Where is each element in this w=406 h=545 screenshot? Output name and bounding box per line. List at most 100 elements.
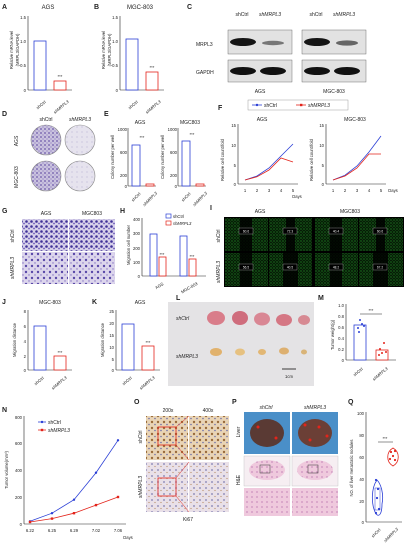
- panel-g-row-kd: shMRPL3: [10, 257, 16, 279]
- panel-e-ytick: 200: [120, 173, 128, 178]
- panel-m-letter: M: [318, 295, 324, 302]
- tumor-ctrl: [232, 311, 248, 325]
- panel-e-bar-ags-kd: [145, 183, 155, 187]
- panel-e-ytick: 0: [175, 184, 178, 189]
- panel-e-ytick: 600: [170, 150, 178, 155]
- panel-j-title: MGC-803: [39, 300, 61, 306]
- panel-h-xlabel: AGS: [154, 281, 164, 290]
- blot-row-mrpl3: MRPL3: [196, 42, 213, 48]
- panel-h-xlabel: MGC-803: [180, 281, 199, 295]
- panel-e-ytick: 600: [120, 150, 128, 155]
- panel-j-ytick: 0: [24, 368, 27, 373]
- panel-k-letter: K: [92, 299, 97, 306]
- panel-b-letter: B: [94, 4, 99, 11]
- panel-e-bar-mgc-ctrl: [181, 140, 191, 187]
- panel-f-xtick: 1: [332, 188, 335, 193]
- blot-band: [260, 67, 286, 75]
- panel-c: C shCtrl shMRPL3 shCtrl shMRPL3 MRPL3 GA…: [187, 4, 367, 95]
- panel-e: E AGS MGC803 Colony number per well Colo…: [104, 111, 209, 207]
- blot-col-ctrl: shCtrl: [309, 12, 322, 18]
- panel-j-ytick: 4: [24, 339, 27, 344]
- panel-a-xlabel-kd: shMRPL3: [52, 99, 70, 115]
- panel-m-ylabel: Tumor weight(g): [330, 319, 335, 350]
- panel-k-ytick: 15: [109, 333, 114, 338]
- panel-q-ylabel: NO. of liver metastatic nodules: [349, 439, 354, 496]
- panel-m-ytick: 1.0: [338, 303, 344, 308]
- panel-h-bar-ags-ctrl: [149, 233, 158, 277]
- panel-f-legend-ctrl: shCtrl: [264, 103, 277, 109]
- blot-band: [304, 38, 330, 46]
- panel-f-ytick: 5: [234, 163, 237, 168]
- panel-e-title-mgc: MGC803: [180, 120, 200, 126]
- panel-i: I AGS MGC803 shCtrl shMRPL3 60.6 72.3 40…: [210, 205, 404, 287]
- panel-e-bar-ags-ctrl: [131, 144, 141, 187]
- panel-j-ytick: 6: [24, 324, 27, 329]
- panel-j-xlabel-ctrl: shCtrl: [33, 375, 45, 386]
- panel-b-bar-ctrl: [125, 38, 139, 91]
- panel-n-xunit: Days: [123, 535, 133, 540]
- panel-q-ytick: 20: [359, 499, 364, 504]
- panel-h-ytick: 300: [133, 231, 141, 236]
- ihc-image-kd-200x: [146, 462, 188, 512]
- panel-n-xtick: 6.29: [70, 528, 79, 533]
- blot-cell-mgc803: MGC-803: [323, 89, 345, 95]
- liver-kd: [298, 419, 332, 447]
- panel-f-xtick: 3: [268, 188, 271, 193]
- panel-k-ytick: 20: [109, 321, 114, 326]
- panel-i-col-mgc: MGC803: [340, 209, 360, 215]
- panel-p-row-liver: Liver: [236, 426, 242, 437]
- panel-a-letter: A: [2, 4, 7, 11]
- migration-image-mgc-ctrl: [69, 219, 115, 251]
- migration-image-mgc-kd: [69, 252, 115, 284]
- panel-n-xtick: 6.25: [48, 528, 57, 533]
- panel-e-ylabel: Colony number per well: [160, 135, 165, 179]
- panel-g-col-mgc: MGC803: [82, 211, 102, 217]
- panel-k-ylabel: Migration distance: [100, 322, 105, 357]
- panel-j-bar-ctrl: [33, 325, 47, 371]
- panel-k-ytick: 25: [109, 309, 114, 314]
- panel-h-legend-ctrl: shCtrl: [173, 214, 184, 219]
- panel-p-col-ctrl: shCtrl: [259, 405, 273, 411]
- panel-q-ytick: 100: [357, 411, 365, 416]
- tumor-kd: [301, 349, 307, 355]
- panel-q-violin-ctrl: [371, 479, 384, 516]
- blot-band: [336, 40, 358, 46]
- panel-c-letter: C: [187, 4, 192, 11]
- panel-f-mgc-ctrl-line: [332, 135, 382, 181]
- panel-b-ytick: 0: [116, 88, 119, 93]
- panel-n: N shCtrl shMRPL3 Tumor volume(mm³) 800 6…: [2, 407, 133, 540]
- blot-band: [334, 67, 360, 75]
- panel-h-letter: H: [120, 208, 125, 215]
- panel-m-ytick: 0.2: [338, 347, 344, 352]
- panel-f-xtick: 4: [368, 188, 371, 193]
- panel-e-ytick: 1000: [168, 127, 178, 132]
- panel-h-bar-ags-kd: [158, 256, 167, 277]
- panel-e-ytick: 0: [125, 184, 128, 189]
- panel-n-ytick: 0: [20, 522, 23, 527]
- panel-m-bar-kd: [375, 349, 389, 361]
- panel-b-xlabel-ctrl: shCtrl: [127, 99, 139, 110]
- panel-n-ytick: 400: [15, 468, 23, 473]
- panel-k-ytick: 5: [112, 357, 115, 362]
- panel-q-ytick: 0: [362, 520, 365, 525]
- panel-j-ytick: 2: [24, 354, 27, 359]
- panel-k-ytick: 10: [109, 345, 114, 350]
- panel-i-letter: I: [210, 205, 212, 212]
- panel-q-letter: Q: [348, 399, 354, 406]
- panel-o: O 200x 400x shCtrl shMRPL3 Ki67: [134, 399, 229, 523]
- blot-row-gapdh: GAPDH: [196, 70, 214, 76]
- panel-e-ylabel: Colony number per well: [110, 135, 115, 179]
- panel-k-xlabel-ctrl: shCtrl: [121, 375, 133, 386]
- panel-a-ytick: 0: [24, 88, 27, 93]
- panel-h-ytick: 100: [133, 260, 141, 265]
- panel-k-bar-ctrl: [121, 323, 135, 371]
- panel-n-letter: N: [2, 407, 7, 414]
- fluor-value: 48.2: [333, 266, 339, 270]
- fluor-value: 67.2: [377, 266, 383, 270]
- panel-h-bar-mgc-kd: [188, 258, 197, 277]
- fluor-value: 60.6: [243, 230, 249, 234]
- panel-f-ytick: 5: [322, 163, 325, 168]
- panel-f-xtick: 2: [256, 188, 259, 193]
- panel-b-bar-kd: [145, 71, 159, 91]
- panel-b-xlabel-kd: shMRPL3: [144, 99, 162, 115]
